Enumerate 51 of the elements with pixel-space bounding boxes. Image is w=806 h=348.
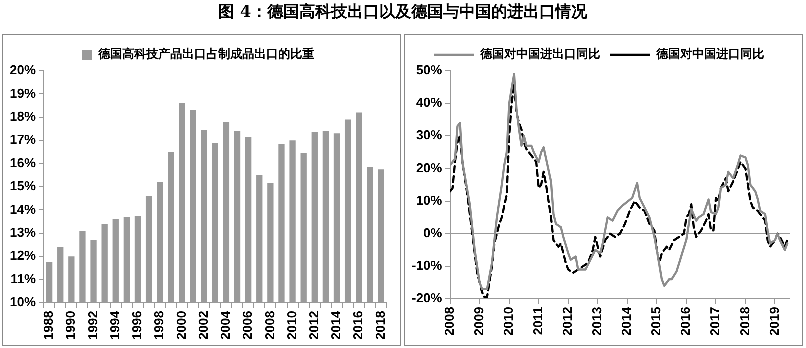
y-tick-label: 12% — [10, 248, 36, 264]
y-tick-label: 15% — [10, 178, 36, 194]
y-tick-label: -20% — [412, 290, 443, 306]
x-tick-label: 2014 — [619, 306, 634, 336]
x-tick-label: 1990 — [63, 311, 78, 340]
x-tick-label: 1998 — [152, 311, 167, 340]
x-tick-label: 2010 — [284, 311, 300, 340]
y-tick-label: 17% — [10, 132, 36, 148]
x-tick-label: 2000 — [174, 311, 189, 340]
x-tick-label: 2016 — [678, 307, 694, 336]
x-tick-label: 2006 — [240, 311, 256, 340]
y-tick-label: 20% — [10, 62, 36, 78]
y-tick-label: 10% — [10, 294, 36, 310]
y-tick-label: 20% — [416, 160, 443, 176]
y-tick-label: 30% — [416, 128, 443, 143]
x-tick-label: 2004 — [218, 310, 234, 340]
x-tick-label: 2013 — [590, 307, 605, 336]
legend-label: 德国对中国进出口同比 — [480, 47, 600, 62]
x-tick-label: 2019 — [766, 307, 782, 336]
legend-label: 德国高科技产品出口占制成品出口的比重 — [98, 47, 314, 62]
x-tick-label: 2015 — [648, 307, 664, 336]
x-tick-label: 1996 — [130, 311, 145, 340]
x-tick-label: 2012 — [306, 311, 322, 340]
x-tick-label: 2002 — [196, 311, 211, 340]
x-tick-label: 2014 — [328, 310, 344, 340]
y-tick-label: 11% — [10, 271, 36, 286]
x-tick-label: 2017 — [708, 307, 723, 336]
x-tick-label: 1988 — [41, 311, 56, 340]
x-tick-label: 2008 — [442, 307, 457, 336]
x-tick-label: 2012 — [560, 307, 576, 336]
y-tick-label: 14% — [10, 202, 36, 217]
y-tick-label: 0% — [424, 225, 443, 240]
x-tick-label: 2016 — [350, 311, 366, 340]
x-tick-label: 1994 — [107, 310, 122, 340]
x-tick-label: 2009 — [471, 307, 486, 336]
y-tick-label: 18% — [10, 108, 36, 124]
x-tick-label: 2010 — [500, 307, 516, 336]
x-tick-label: 2018 — [372, 311, 388, 340]
x-tick-label: 2018 — [737, 307, 752, 336]
legend-label: 德国对中国进口同比 — [656, 47, 764, 62]
y-tick-label: 19% — [10, 86, 36, 101]
x-tick-label: 2008 — [262, 311, 278, 340]
y-tick-label: 10% — [416, 192, 443, 208]
y-tick-label: -10% — [412, 258, 443, 274]
chart-title: 图 4：德国高科技出口以及德国与中国的进出口情况 — [218, 2, 588, 23]
y-tick-label: 16% — [10, 155, 36, 170]
y-tick-label: 40% — [416, 95, 443, 110]
x-tick-label: 2011 — [530, 307, 546, 336]
x-tick-label: 1992 — [85, 311, 100, 340]
y-tick-label: 50% — [416, 62, 443, 78]
y-tick-label: 13% — [10, 225, 36, 240]
